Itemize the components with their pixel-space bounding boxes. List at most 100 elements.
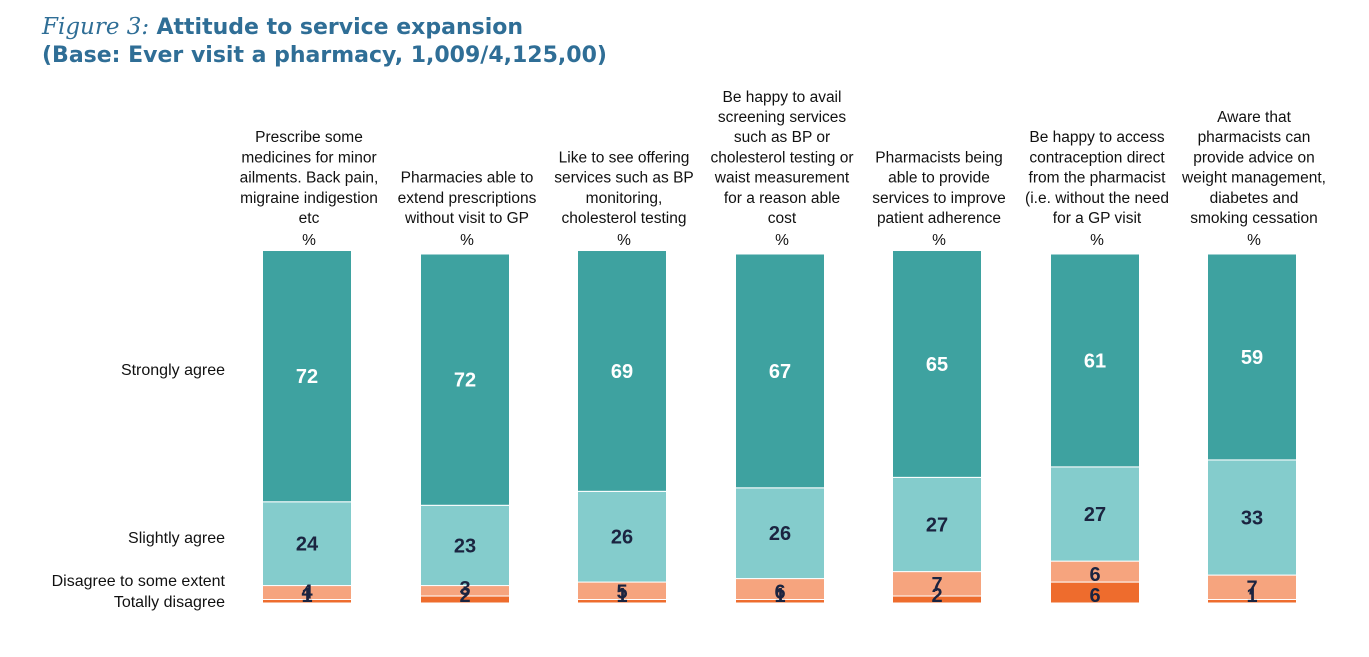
- data-label-strongly-agree-3: 69: [611, 361, 633, 383]
- bar-segment-disagree-some-extent-7: [1207, 574, 1297, 601]
- category-label-4-line-3: such as BP or: [734, 129, 830, 146]
- data-label-totally-disagree-7: 1: [1246, 585, 1257, 607]
- bar-group-2: Pharmacies able to extend prescriptions wi…: [398, 170, 537, 607]
- legend-label-disagree-some-extent: Disagree to some extent: [52, 573, 226, 590]
- unit-label-2: %: [460, 232, 474, 249]
- data-label-slightly-agree-2: 23: [454, 535, 476, 557]
- bar-segment-strongly-agree-1: [262, 250, 352, 503]
- data-label-slightly-agree-5: 27: [926, 514, 948, 536]
- bar-segment-strongly-agree-4: [735, 253, 825, 489]
- category-label-3-line-4: cholesterol testing: [562, 210, 687, 227]
- bar-segment-slightly-agree-5: [892, 476, 982, 573]
- category-label-4-line-4: cholesterol testing or: [710, 149, 853, 166]
- data-label-strongly-agree-6: 61: [1084, 350, 1106, 372]
- category-label-3-line-2: services such as BP: [554, 170, 694, 187]
- data-label-disagree-some-extent-3: 5: [616, 582, 627, 604]
- category-label-1-line-1: Prescribe some: [255, 129, 363, 146]
- category-label-1-line-3: ailments. Back pain,: [240, 170, 379, 187]
- bar-group-3: Like to see offering services such as BP m…: [554, 149, 694, 607]
- data-label-slightly-agree-3: 26: [611, 527, 633, 549]
- data-label-slightly-agree-1: 24: [296, 534, 319, 556]
- bar-segment-strongly-agree-3: [577, 250, 667, 492]
- data-label-disagree-some-extent-1: 4: [301, 582, 313, 604]
- figure-title-block: Figure 3: Attitude to service expansion …: [42, 12, 607, 69]
- category-label-4-line-1: Be happy to avail: [723, 89, 842, 106]
- category-label-7-line-3: provide advice on: [1193, 149, 1315, 166]
- bar-group-1: Prescribe some medicines for minor ailment…: [240, 129, 379, 607]
- unit-label-7: %: [1247, 232, 1261, 249]
- category-label-4-line-5: waist measurement: [714, 170, 850, 187]
- data-label-disagree-some-extent-4: 6: [774, 582, 785, 604]
- data-label-strongly-agree-7: 59: [1241, 347, 1263, 369]
- bar-segment-strongly-agree-2: [420, 253, 510, 506]
- bar-group-5: Pharmacists being able to provide services…: [872, 149, 1006, 607]
- unit-label-4: %: [775, 232, 789, 249]
- data-label-totally-disagree-2: 2: [459, 585, 470, 607]
- category-label-4-line-7: cost: [768, 210, 797, 227]
- bar-segment-strongly-agree-5: [892, 250, 982, 478]
- category-label-3-line-1: Like to see offering: [559, 149, 690, 166]
- unit-label-6: %: [1090, 232, 1104, 249]
- figure-title: Figure 3: Attitude to service expansion: [42, 12, 607, 43]
- unit-label-3: %: [617, 232, 631, 249]
- category-label-7-line-1: Aware that: [1217, 109, 1292, 126]
- data-label-disagree-some-extent-6: 6: [1089, 564, 1100, 586]
- data-label-strongly-agree-2: 72: [454, 370, 476, 392]
- data-label-disagree-some-extent-2: 3: [459, 578, 470, 600]
- category-label-7-line-5: diabetes and: [1210, 190, 1299, 207]
- data-label-strongly-agree-5: 65: [926, 354, 948, 376]
- data-label-totally-disagree-4: 1: [774, 585, 785, 607]
- category-label-1-line-4: migraine indigestion: [240, 190, 378, 207]
- category-label-1-line-2: medicines for minor: [241, 149, 376, 166]
- category-label-5-line-3: services to improve: [872, 190, 1006, 207]
- bar-segment-disagree-some-extent-5: [892, 571, 982, 597]
- figure-base: (Base: Ever visit a pharmacy, 1,009/4,12…: [42, 43, 607, 68]
- category-label-7-line-6: smoking cessation: [1190, 210, 1318, 227]
- data-label-strongly-agree-1: 72: [296, 366, 318, 388]
- legend-label-totally-disagree: Totally disagree: [114, 594, 225, 611]
- data-label-slightly-agree-4: 26: [769, 523, 791, 545]
- category-label-7-line-2: pharmacists can: [1198, 129, 1311, 146]
- legend-label-slightly-agree: Slightly agree: [128, 530, 225, 547]
- figure-number: Figure 3:: [42, 14, 150, 40]
- legend-label-strongly-agree: Strongly agree: [121, 362, 225, 379]
- bar-segment-slightly-agree-3: [577, 490, 667, 583]
- bar-group-7: Aware that pharmacists can provide advice …: [1181, 109, 1326, 607]
- bar-segment-slightly-agree-7: [1207, 459, 1297, 576]
- category-label-7-line-4: weight management,: [1181, 170, 1326, 187]
- category-label-5-line-4: patient adherence: [877, 210, 1001, 227]
- figure-title-text: Attitude to service expansion: [156, 15, 524, 40]
- bar-segment-slightly-agree-4: [735, 487, 825, 580]
- unit-label-1: %: [302, 232, 316, 249]
- category-label-2-line-1: Pharmacies able to: [401, 170, 534, 187]
- category-label-3-line-3: monitoring,: [586, 190, 663, 207]
- data-label-slightly-agree-7: 33: [1241, 507, 1263, 529]
- data-label-totally-disagree-3: 1: [616, 585, 627, 607]
- bar-group-4: Be happy to avail screening services such …: [710, 89, 853, 607]
- category-label-1-line-5: etc: [299, 210, 320, 227]
- data-label-totally-disagree-6: 6: [1089, 585, 1100, 607]
- category-label-6-line-1: Be happy to access: [1029, 129, 1165, 146]
- bar-segment-slightly-agree-6: [1050, 466, 1140, 562]
- category-label-2-line-3: without visit to GP: [404, 210, 529, 227]
- category-label-6-line-4: (i.e. without the need: [1025, 190, 1169, 207]
- category-label-6-line-5: for a GP visit: [1053, 210, 1142, 227]
- data-label-disagree-some-extent-5: 7: [931, 574, 942, 596]
- bar-group-6: Be happy to access contraception direct fr…: [1025, 129, 1169, 607]
- category-label-5-line-1: Pharmacists being: [875, 149, 1003, 166]
- category-label-6-line-3: from the pharmacist: [1029, 170, 1167, 187]
- category-label-6-line-2: contraception direct: [1029, 149, 1165, 166]
- bar-segment-strongly-agree-6: [1050, 253, 1140, 468]
- data-label-disagree-some-extent-7: 7: [1246, 577, 1257, 599]
- category-label-5-line-2: able to provide: [888, 170, 990, 187]
- data-label-totally-disagree-5: 2: [931, 585, 942, 607]
- category-label-4-line-2: screening services: [718, 109, 847, 126]
- bar-segment-strongly-agree-7: [1207, 253, 1297, 461]
- category-label-4-line-6: for a reason able: [724, 190, 840, 207]
- data-label-totally-disagree-1: 1: [301, 585, 312, 607]
- data-label-slightly-agree-6: 27: [1084, 504, 1106, 526]
- category-label-2-line-2: extend prescriptions: [398, 190, 537, 207]
- data-label-strongly-agree-4: 67: [769, 361, 791, 383]
- unit-label-5: %: [932, 232, 946, 249]
